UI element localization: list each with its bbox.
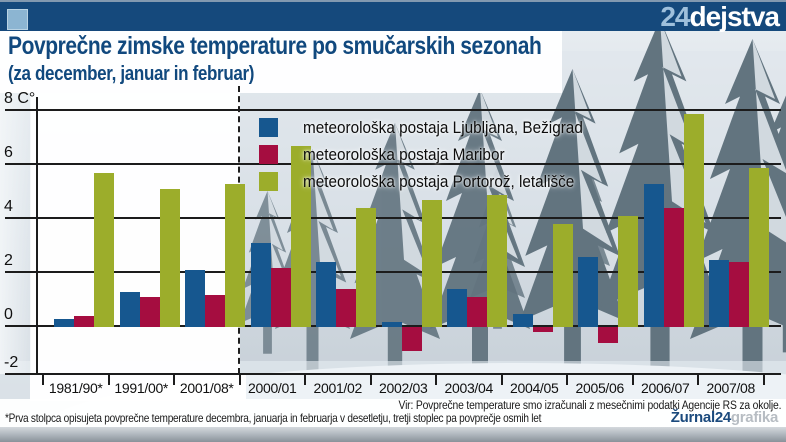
logo-zurnal24: Žurnal24 — [670, 409, 731, 426]
bar — [185, 270, 205, 327]
bar — [578, 256, 598, 327]
x-axis-tick — [631, 375, 634, 385]
page-title: Povprečne zimske temperature po smučarsk… — [8, 32, 542, 60]
bar — [94, 173, 114, 327]
gridline--2 — [5, 373, 781, 375]
y-tick-label: 4 — [4, 198, 13, 215]
y-tick-label: 0 — [4, 306, 13, 323]
legend-swatch-green — [259, 172, 278, 191]
zurnal24-grafika-logo: Žurnal24grafika — [670, 409, 779, 426]
bar — [290, 146, 311, 327]
x-tick-label: 2007/08 — [706, 380, 755, 396]
legend-item-portoroz: meteorološka postaja Portorož, letališče — [259, 168, 614, 195]
footer-panel — [0, 399, 786, 427]
x-tick-label: 2006/07 — [640, 380, 690, 396]
legend-label: meteorološka postaja Maribor — [303, 144, 505, 164]
bar — [683, 113, 704, 327]
x-tick-label: 2001/08* — [179, 380, 234, 396]
y-tick-label: 6 — [4, 144, 13, 161]
bar — [421, 200, 442, 327]
x-axis-tick — [369, 375, 372, 385]
legend-label: meteorološka postaja Portorož, letališče — [303, 171, 575, 191]
x-axis-tick — [173, 375, 175, 385]
bar — [401, 327, 422, 352]
x-axis-tick — [566, 375, 568, 385]
bar — [709, 259, 729, 327]
bar — [663, 208, 684, 327]
left-fade-panel — [0, 93, 31, 374]
footnote: *Prva stolpca opisujeta povprečne temper… — [5, 411, 542, 425]
bar — [74, 316, 94, 327]
x-tick-label: 1981/90* — [48, 380, 103, 396]
header-square-icon — [7, 9, 28, 30]
bar — [139, 297, 160, 327]
bar — [119, 291, 140, 327]
gridline-8 — [5, 109, 781, 111]
y-tick-label: 2 — [4, 252, 13, 269]
bar — [54, 318, 74, 327]
legend-item-maribor: meteorološka postaja Maribor — [259, 141, 614, 168]
x-axis-tick — [304, 375, 306, 385]
logo-grafika: grafika — [730, 409, 778, 426]
bar — [381, 321, 402, 327]
decade-columns-panel — [30, 93, 240, 374]
x-tick-label: 2004/05 — [509, 380, 559, 396]
header-bar: 24dejstva — [0, 0, 786, 33]
bar — [205, 294, 225, 327]
x-axis-tick — [238, 375, 241, 385]
title-panel — [0, 31, 562, 93]
bar — [225, 183, 245, 327]
source-note: Vir: Povprečne temperature smo izračunal… — [398, 400, 781, 412]
decade-labels-panel — [30, 374, 246, 401]
bar — [159, 189, 180, 327]
x-tick-label: 2001/02 — [313, 380, 362, 396]
bar — [356, 208, 376, 327]
gridline-4 — [5, 217, 781, 219]
brand-logo-24dejstva: 24dejstva — [660, 1, 780, 33]
gridline-6 — [5, 163, 781, 165]
bar — [512, 313, 533, 327]
gridline-2 — [5, 271, 781, 273]
bar — [336, 289, 356, 327]
x-tick-label: 2003/04 — [444, 380, 493, 396]
bar — [447, 289, 467, 327]
bar — [487, 194, 507, 327]
bar — [316, 262, 336, 327]
bottom-edge-strip — [0, 427, 786, 442]
x-tick-label: 2005/06 — [575, 380, 624, 396]
brand-dejstva: dejstva — [689, 1, 780, 32]
x-tick-label: 1991/00* — [114, 380, 169, 396]
y-axis-line — [36, 97, 38, 375]
bar — [749, 167, 769, 327]
bar — [532, 327, 553, 333]
legend-label: meteorološka postaja Ljubljana, Bežigrad — [303, 117, 583, 137]
chart-legend: meteorološka postaja Ljubljana, Bežigrad… — [259, 114, 614, 195]
x-axis-tick — [697, 375, 699, 385]
x-tick-label: 2002/03 — [378, 380, 428, 396]
legend-swatch-blue — [259, 118, 278, 137]
bar — [618, 216, 638, 327]
y-tick-label: -2 — [4, 354, 19, 371]
x-axis-tick — [500, 375, 503, 385]
bar — [467, 297, 487, 327]
x-axis-tick — [107, 375, 110, 385]
page-subtitle: (za december, januar in februar) — [8, 63, 255, 85]
x-axis-tick — [435, 375, 437, 385]
x-tick-label: 2000/01 — [247, 380, 297, 396]
bar — [552, 224, 573, 327]
legend-item-ljubljana: meteorološka postaja Ljubljana, Bežigrad — [259, 114, 614, 141]
x-axis-tick — [762, 375, 765, 385]
bar — [729, 262, 749, 327]
bar — [598, 327, 618, 344]
bar — [643, 183, 664, 327]
x-axis-tick — [42, 375, 44, 385]
bar — [270, 267, 291, 327]
y-tick-label: 8 C° — [4, 90, 36, 107]
brand-24: 24 — [660, 1, 690, 32]
bar — [250, 243, 271, 327]
legend-swatch-red — [259, 145, 278, 164]
